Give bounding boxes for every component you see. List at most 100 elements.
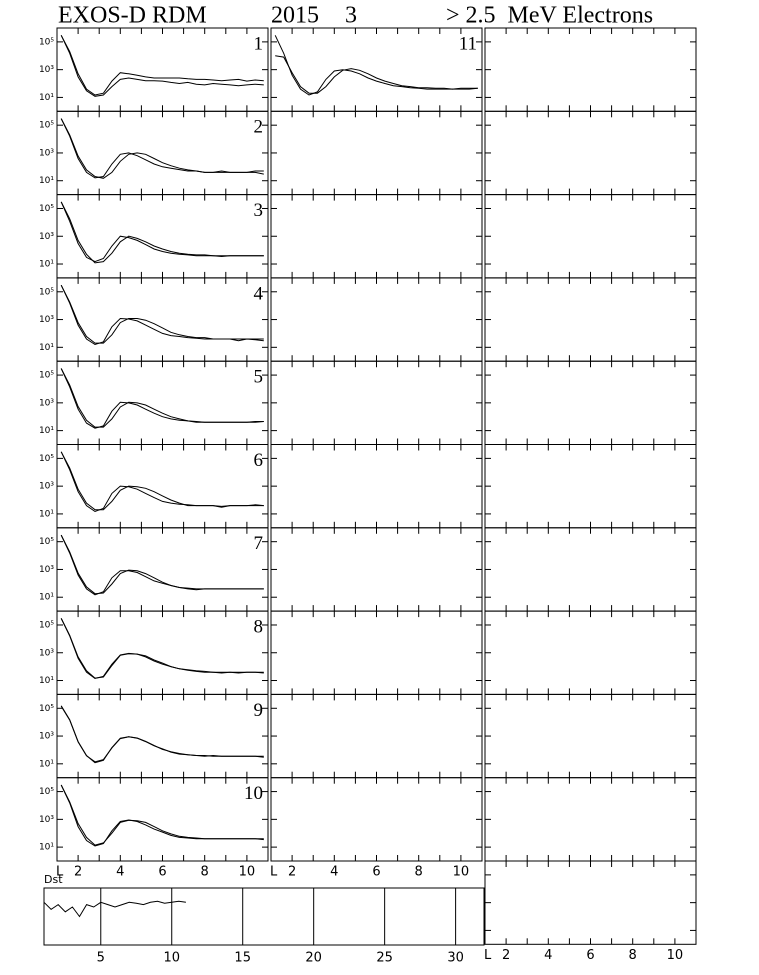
panel-label: 3 [254,200,264,221]
dst-label: Dst [44,873,63,886]
y-tick-label: 10³ [39,482,54,492]
y-tick-label: 10¹ [39,843,54,853]
flux-line [60,534,264,595]
y-tick-label: 10³ [39,315,54,325]
y-tick-label: 10⁵ [39,287,54,297]
x-axis-label: L [484,948,492,963]
flux-line [60,451,264,513]
dst-tick-label: 30 [447,951,464,966]
flux-line [60,118,264,179]
panel-frame [56,27,269,112]
x-tick-label: 6 [586,948,594,963]
dst-tick-label: 20 [305,951,322,966]
y-tick-label: 10³ [39,648,54,658]
x-tick-label: 8 [201,865,209,880]
y-tick-label: 10⁵ [39,620,54,630]
panel-label: 6 [254,450,264,471]
panel-label: 4 [254,283,264,304]
x-tick-label: 2 [288,865,296,880]
flux-line [60,201,264,264]
panel-frame [56,610,269,695]
panel-frame [270,27,483,112]
panel-frame [484,194,697,279]
panel-frame [56,777,269,862]
flux-line [60,35,264,96]
y-tick-label: 10¹ [39,426,54,436]
panel-frame [56,693,269,779]
y-tick-label: 10¹ [39,676,54,686]
y-tick-label: 10¹ [39,260,54,270]
dst-tick-label: 15 [234,951,251,966]
panel-label: 2 [254,117,264,138]
x-tick-label: 8 [415,865,423,880]
y-tick-label: 10⁵ [39,121,54,131]
flux-line [275,55,478,94]
flux-line [60,705,264,764]
y-tick-label: 10⁵ [39,37,54,47]
x-tick-label: 6 [158,865,166,880]
dst-tick-label: 25 [376,951,393,966]
flux-line [60,784,264,846]
panel-frame [270,610,483,695]
panel-frame [484,277,697,362]
flux-line [60,35,264,97]
x-tick-label: 2 [502,948,510,963]
panel-frame [270,194,483,279]
panel-frame [270,277,483,362]
panel-frame [56,277,269,362]
y-tick-label: 10⁵ [39,704,54,714]
y-tick-label: 10¹ [39,343,54,353]
panel-frame [484,610,697,695]
panel-label: 5 [254,367,264,388]
x-tick-label: 4 [116,865,124,880]
panel-label: 1 [254,33,264,54]
panel-frame [270,777,483,862]
y-tick-label: 10³ [39,232,54,242]
x-tick-label: 6 [372,865,380,880]
flux-line [60,368,264,428]
panel-frame [270,693,483,779]
flux-line [60,706,264,763]
y-tick-label: 10³ [39,815,54,825]
flux-line [274,35,478,96]
y-tick-label: 10⁵ [39,204,54,214]
x-axis-label: L [56,865,64,880]
x-axis-label: L [270,865,278,880]
dst-tick-label: 10 [163,951,180,966]
dst-frame [43,887,485,946]
y-tick-label: 10¹ [39,176,54,186]
y-tick-label: 10¹ [39,593,54,603]
x-tick-label: 10 [453,865,470,880]
dst-tick-label: 5 [97,951,105,966]
y-tick-label: 10¹ [39,93,54,103]
panel-frame [270,527,483,612]
panel-label: 10 [244,783,263,804]
panel-label: 7 [254,533,264,554]
y-tick-label: 10⁵ [39,454,54,464]
x-tick-label: 8 [629,948,637,963]
flux-line [60,118,264,179]
y-tick-label: 10³ [39,65,54,75]
panel-frame [56,360,269,446]
dst-line [43,900,186,918]
y-tick-label: 10⁵ [39,787,54,797]
y-tick-label: 10⁵ [39,371,54,381]
x-tick-label: 2 [74,865,82,880]
y-tick-label: 10⁵ [39,537,54,547]
flux-line [60,368,264,429]
y-tick-label: 10³ [39,398,54,408]
panel-frame [484,444,697,529]
panel-frame [484,27,697,112]
panel-frame [484,527,697,612]
panel-frame [484,777,697,862]
y-tick-label: 10³ [39,732,54,742]
y-tick-label: 10¹ [39,759,54,769]
flux-line [60,618,264,679]
y-tick-label: 10¹ [39,509,54,519]
flux-line [60,618,264,680]
flux-line [60,284,264,346]
panel-frame [270,360,483,446]
title-instrument: EXOS-D RDM [58,3,207,29]
title-year: 2015 [271,3,319,29]
flux-line [60,451,264,511]
